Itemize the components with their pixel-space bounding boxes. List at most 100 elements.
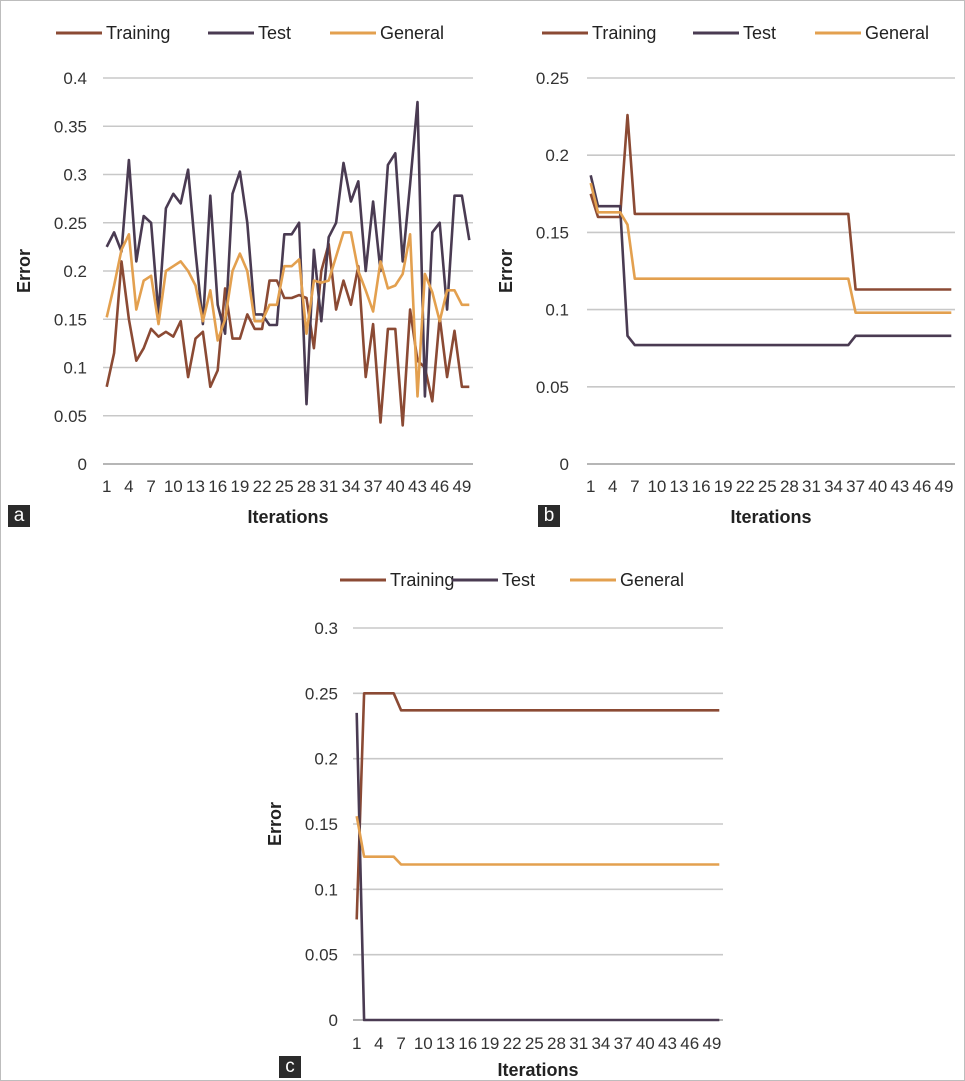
x-tick-label: 19 bbox=[230, 477, 249, 496]
x-tick-label: 16 bbox=[458, 1034, 477, 1053]
x-tick-label: 22 bbox=[503, 1034, 522, 1053]
x-tick-label: 25 bbox=[525, 1034, 544, 1053]
y-tick-label: 0.1 bbox=[63, 359, 87, 378]
x-tick-label: 7 bbox=[396, 1034, 405, 1053]
y-tick-label: 0.15 bbox=[536, 223, 569, 242]
y-tick-label: 0.05 bbox=[54, 407, 87, 426]
chart-panel-c: 00.050.10.150.20.250.31 4 7 10 13 16 19 22 25 28 3… bbox=[265, 570, 723, 1080]
x-tick-label: 28 bbox=[547, 1034, 566, 1053]
y-tick-label: 0.05 bbox=[305, 946, 338, 965]
x-tick-label: 19 bbox=[714, 477, 733, 496]
y-axis-title: Error bbox=[14, 249, 34, 293]
legend-label-general: General bbox=[620, 570, 684, 590]
x-tick-label: 34 bbox=[824, 477, 843, 496]
x-tick-label: 4 bbox=[608, 477, 617, 496]
legend-label-training: Training bbox=[592, 23, 656, 43]
legend-label-test: Test bbox=[743, 23, 776, 43]
x-tick-label: 43 bbox=[408, 477, 427, 496]
x-tick-label: 34 bbox=[591, 1034, 610, 1053]
x-tick-label: 37 bbox=[846, 477, 865, 496]
series-line-general bbox=[589, 182, 952, 315]
x-tick-label: 31 bbox=[569, 1034, 588, 1053]
series-line-test bbox=[105, 100, 471, 406]
y-tick-label: 0.15 bbox=[305, 815, 338, 834]
y-tick-label: 0.3 bbox=[314, 619, 338, 638]
y-tick-label: 0.25 bbox=[536, 69, 569, 88]
y-tick-label: 0.15 bbox=[54, 310, 87, 329]
x-tick-label: 28 bbox=[780, 477, 799, 496]
x-tick-label: 1 bbox=[586, 477, 595, 496]
x-tick-label: 49 bbox=[702, 1034, 721, 1053]
x-axis-title: Iterations bbox=[730, 507, 811, 527]
x-tick-label: 1 bbox=[102, 477, 111, 496]
y-tick-label: 0 bbox=[78, 455, 87, 474]
series-line-general bbox=[355, 815, 720, 866]
legend-label-general: General bbox=[380, 23, 444, 43]
x-tick-label: 22 bbox=[253, 477, 272, 496]
y-tick-label: 0.2 bbox=[63, 262, 87, 281]
y-tick-label: 0.1 bbox=[314, 880, 338, 899]
x-tick-label: 46 bbox=[912, 477, 931, 496]
x-tick-label: 40 bbox=[636, 1034, 655, 1053]
x-tick-label: 19 bbox=[480, 1034, 499, 1053]
x-tick-label: 25 bbox=[758, 477, 777, 496]
y-tick-label: 0.35 bbox=[54, 117, 87, 136]
y-tick-label: 0.25 bbox=[305, 684, 338, 703]
x-tick-label: 10 bbox=[164, 477, 183, 496]
y-tick-label: 0.05 bbox=[536, 378, 569, 397]
x-axis-title: Iterations bbox=[497, 1060, 578, 1080]
x-tick-label: 25 bbox=[275, 477, 294, 496]
x-tick-label: 13 bbox=[670, 477, 689, 496]
x-tick-label: 31 bbox=[319, 477, 338, 496]
series-line-training bbox=[589, 113, 952, 291]
x-tick-label: 13 bbox=[436, 1034, 455, 1053]
x-tick-label: 31 bbox=[802, 477, 821, 496]
y-tick-label: 0.2 bbox=[545, 146, 569, 165]
legend-label-test: Test bbox=[258, 23, 291, 43]
series-line-test bbox=[355, 712, 720, 1022]
x-axis-title: Iterations bbox=[247, 507, 328, 527]
x-tick-label: 16 bbox=[692, 477, 711, 496]
y-axis-title: Error bbox=[496, 249, 516, 293]
x-tick-label: 37 bbox=[364, 477, 383, 496]
chart-panel-a: 0 0.05 0.1 0.15 0.2 0.25 0.3 0.35 0.4 1 4 7 10 13 16 19… bbox=[14, 23, 473, 527]
legend-label-test: Test bbox=[502, 570, 535, 590]
x-tick-label: 4 bbox=[374, 1034, 383, 1053]
x-tick-label: 1 bbox=[352, 1034, 361, 1053]
x-tick-label: 46 bbox=[680, 1034, 699, 1053]
panel-label-b: b bbox=[538, 505, 560, 527]
y-tick-label: 0.1 bbox=[545, 301, 569, 320]
x-tick-label: 40 bbox=[386, 477, 405, 496]
x-tick-label: 28 bbox=[297, 477, 316, 496]
y-tick-label: 0 bbox=[329, 1011, 338, 1030]
series-line-training bbox=[355, 692, 720, 920]
y-tick-label: 0 bbox=[560, 455, 569, 474]
x-tick-label: 49 bbox=[934, 477, 953, 496]
x-tick-label: 37 bbox=[614, 1034, 633, 1053]
y-tick-label: 0.3 bbox=[63, 166, 87, 185]
y-tick-label: 0.4 bbox=[63, 69, 87, 88]
chart-panel-b: 0 0.05 0.1 0.15 0.2 0.25 1 4 7 10 13 16 19 22 25 28 31 34… bbox=[496, 23, 955, 527]
y-axis-title: Error bbox=[265, 802, 285, 846]
x-tick-label: 49 bbox=[452, 477, 471, 496]
x-tick-label: 10 bbox=[647, 477, 666, 496]
series-line-general bbox=[105, 231, 470, 398]
legend-label-general: General bbox=[865, 23, 929, 43]
x-tick-label: 10 bbox=[414, 1034, 433, 1053]
x-tick-label: 34 bbox=[341, 477, 360, 496]
panel-label-c: c bbox=[279, 1056, 301, 1078]
panel-label-a: a bbox=[8, 505, 30, 527]
x-tick-label: 4 bbox=[124, 477, 133, 496]
x-tick-label: 22 bbox=[736, 477, 755, 496]
y-tick-label: 0.25 bbox=[54, 214, 87, 233]
x-tick-label: 16 bbox=[208, 477, 227, 496]
x-tick-label: 46 bbox=[430, 477, 449, 496]
x-tick-label: 43 bbox=[890, 477, 909, 496]
y-tick-label: 0.2 bbox=[314, 750, 338, 769]
x-tick-label: 13 bbox=[186, 477, 205, 496]
legend-label-training: Training bbox=[106, 23, 170, 43]
x-tick-label: 40 bbox=[868, 477, 887, 496]
legend-label-training: Training bbox=[390, 570, 454, 590]
x-tick-label: 7 bbox=[630, 477, 639, 496]
x-tick-label: 43 bbox=[658, 1034, 677, 1053]
